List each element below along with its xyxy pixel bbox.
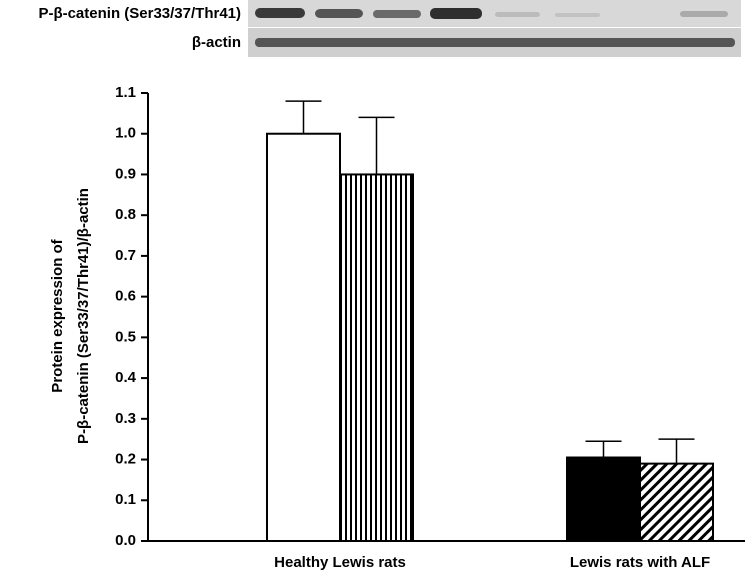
y-tick-label: 0.7: [115, 247, 136, 264]
error-bar: [286, 101, 322, 134]
y-tick-label: 0.1: [115, 491, 136, 508]
y-tick-label: 0.6: [115, 288, 136, 305]
y-tick-label: 0.8: [115, 206, 136, 223]
y-tick-label: 1.0: [115, 125, 136, 142]
y-tick-label: 0.0: [115, 532, 136, 549]
y-tick-label: 0.3: [115, 410, 136, 427]
y-axis-title-line: P-β-catenin (Ser33/37/Thr41)/β-actin: [75, 188, 92, 444]
x-tick-label: Healthy Lewis rats: [274, 554, 406, 571]
error-bar: [586, 441, 622, 457]
bar: [340, 174, 413, 541]
bar: [567, 458, 640, 541]
x-tick-label: Lewis rats with ALF: [570, 554, 710, 571]
y-tick-label: 0.9: [115, 165, 136, 182]
bar: [640, 464, 713, 541]
bar: [267, 134, 340, 541]
blot-label: P-β-catenin (Ser33/37/Thr41): [38, 5, 241, 22]
chart: P-β-catenin (Ser33/37/Thr41) β-actin Pro…: [0, 0, 749, 577]
error-bar: [359, 117, 395, 174]
blot-label: β-actin: [192, 34, 241, 51]
error-bar: [659, 439, 695, 463]
page: {"chart_data": {"type": "bar", "blot_lab…: [0, 0, 749, 577]
y-tick-label: 0.2: [115, 451, 136, 468]
y-tick-label: 0.4: [115, 369, 137, 386]
western-blot: [248, 0, 741, 57]
y-tick-label: 0.5: [115, 328, 136, 345]
y-axis-title-line: Protein expression of: [49, 238, 66, 392]
y-tick-label: 1.1: [115, 84, 136, 101]
y-axis-title: Protein expression of P-β-catenin (Ser33…: [49, 188, 92, 444]
